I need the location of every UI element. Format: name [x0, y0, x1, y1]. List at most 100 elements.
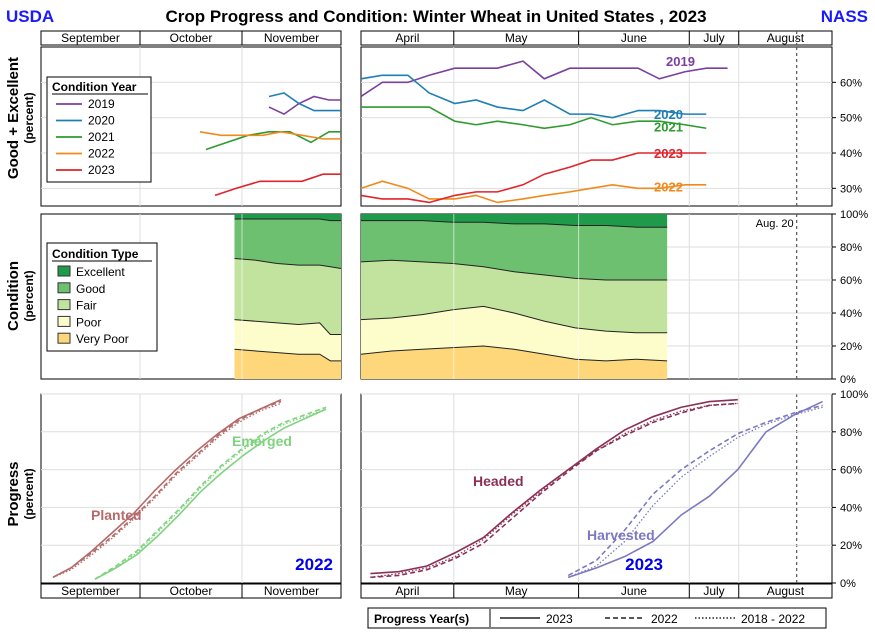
cond-fall-area-very_poor	[234, 349, 341, 379]
progress-line-avg-headed	[370, 402, 738, 578]
progress-line-2022-harvested	[567, 404, 823, 577]
cond-ytick-label: 100%	[840, 209, 868, 221]
cond-spring-area-poor	[361, 306, 668, 361]
cond-spring-boundary-very_poor	[360, 345, 668, 362]
ge-line-spring-2020	[360, 74, 707, 119]
legend-swatch-excellent	[57, 265, 71, 277]
cond-spring-area-good	[361, 220, 668, 280]
cond-fall-area-excellent	[234, 214, 341, 221]
legend-label-2021: 2021	[88, 130, 115, 144]
cond-ytick-label: 60%	[840, 275, 862, 287]
legend-label-poor: Poor	[76, 315, 101, 329]
cond-spring-area-excellent	[361, 214, 668, 228]
cond-spring-area-very_poor	[361, 346, 668, 379]
condition-type-legend-title: Condition Type	[52, 247, 139, 261]
cond-fall-boundary-fair	[234, 258, 342, 269]
cond-spring-boundary-poor	[360, 305, 668, 334]
month-label-april: April	[395, 31, 419, 45]
top-spring-strip-frame	[360, 30, 833, 46]
cond-spring-boundary-fair	[360, 259, 668, 281]
ylabel-progress: Progress (percent)	[5, 461, 36, 526]
prog-ytick-label: 0%	[840, 578, 856, 590]
ylabel-good-excellent: Good + Excellent (percent)	[5, 57, 36, 179]
ge-ytick-label: 40%	[840, 148, 862, 160]
legend-label-2020: 2020	[88, 114, 115, 128]
ge-end-label-2023: 2023	[654, 146, 683, 161]
legend-label-2023: 2023	[88, 163, 115, 177]
month-label-september: September	[61, 31, 120, 45]
prog-ytick-label: 20%	[840, 540, 862, 552]
legend-label-good: Good	[76, 282, 105, 296]
ylabel-progress-unit: (percent)	[22, 468, 36, 519]
cond-fall-boundary-poor	[234, 319, 341, 335]
progress-year-label-spring: 2023	[625, 555, 663, 574]
month-label-june: June	[621, 31, 647, 45]
condition-year-legend-title: Condition Year	[52, 80, 137, 94]
condition-type-legend: Condition Type Excellent Good Fair Poor Very …	[46, 242, 158, 352]
month-label-august: August	[767, 31, 805, 45]
ylabel-progress-main: Progress	[5, 461, 22, 526]
progress-line-2023-planted	[52, 398, 282, 579]
month-label-july: July	[703, 31, 724, 45]
top-fall-strip: September October November	[40, 30, 342, 46]
legend-swatch-good	[57, 282, 71, 294]
ge-ytick-label: 60%	[840, 77, 862, 89]
cond-fall-boundary-good	[234, 218, 341, 222]
ylabel-condition-unit: (percent)	[22, 270, 36, 321]
legend-label-2022: 2022	[88, 147, 115, 161]
ge-line-fall-2019	[268, 95, 341, 116]
ge-ytick-label: 30%	[840, 183, 862, 195]
ylabel-condition-main: Condition	[5, 261, 22, 331]
legend-label-fair: Fair	[76, 299, 97, 313]
month-label-october: October	[170, 584, 213, 598]
progress-year-legend-box	[367, 607, 827, 629]
legend-entry-2022: 2022	[651, 612, 678, 626]
legend-entry-2023: 2023	[546, 612, 573, 626]
ylabel-good-excellent-unit: (percent)	[22, 92, 36, 143]
ge-line-fall-2023	[214, 173, 341, 197]
ge-line-spring-2019	[360, 60, 728, 98]
progress-line-avg-harvested	[567, 406, 823, 578]
ylabel-condition: Condition (percent)	[5, 261, 36, 331]
progress-year-legend: Progress Year(s) 2023 2022 2018 - 2022	[367, 607, 827, 629]
cond-fall-area-fair	[234, 258, 341, 335]
bottom-spring-strip-frame	[360, 583, 833, 599]
month-label-november: November	[264, 584, 319, 598]
usda-brand: USDA	[6, 7, 54, 26]
month-label-november: November	[264, 31, 319, 45]
progress-line-2023-emerged	[94, 408, 327, 580]
bottom-fall-strip: September October November	[40, 583, 342, 599]
cond-ytick-label: 20%	[840, 341, 862, 353]
cond-ytick-label: 80%	[840, 242, 862, 254]
spring-panel-0-frame	[360, 46, 833, 207]
condition-year-legend: Condition Year 2019 2020 2021 2022 2023	[46, 76, 152, 183]
ge-ytick-label: 50%	[840, 113, 862, 125]
legend-entry-2018-2022: 2018 - 2022	[741, 612, 805, 626]
progress-line-2022-emerged	[94, 406, 327, 580]
cond-fall-area-good	[234, 218, 341, 269]
legend-swatch-very-poor	[57, 332, 71, 344]
ge-line-spring-2022	[360, 180, 707, 204]
legend-swatch-poor	[57, 315, 71, 327]
chart-title: Crop Progress and Condition: Winter Whea…	[165, 7, 706, 26]
cond-spring-area-fair	[361, 260, 668, 333]
month-label-september: September	[61, 584, 120, 598]
series-label-planted: Planted	[91, 507, 142, 523]
progress-line-avg-emerged	[94, 408, 327, 580]
ge-end-label-2022: 2022	[654, 180, 683, 195]
ge-end-label-2020: 2020	[654, 107, 683, 122]
progress-year-label-fall: 2022	[295, 555, 333, 574]
cond-fall-boundary-very_poor	[234, 348, 341, 362]
cond-spring-boundary-good	[361, 220, 668, 228]
ge-end-label-2019: 2019	[666, 54, 695, 69]
ge-line-fall-2020	[268, 92, 341, 112]
bottom-fall-strip-frame	[40, 583, 342, 599]
progress-line-2023-headed	[370, 398, 738, 575]
progress-line-2022-headed	[370, 402, 738, 579]
month-label-june: June	[621, 584, 647, 598]
progress-line-2022-planted	[52, 400, 282, 579]
month-label-july: July	[703, 584, 724, 598]
ge-end-label-2021: 2021	[654, 120, 683, 135]
